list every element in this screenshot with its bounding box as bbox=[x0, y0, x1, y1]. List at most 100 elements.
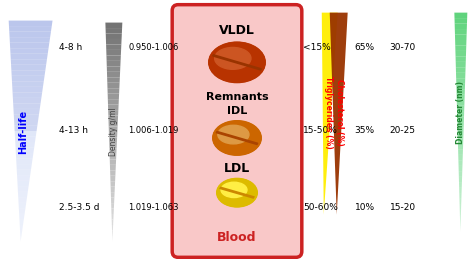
Polygon shape bbox=[460, 204, 461, 210]
Polygon shape bbox=[455, 46, 466, 51]
Polygon shape bbox=[111, 209, 114, 214]
Polygon shape bbox=[9, 32, 51, 37]
Polygon shape bbox=[19, 208, 26, 214]
Polygon shape bbox=[459, 199, 461, 204]
Polygon shape bbox=[17, 164, 32, 170]
Polygon shape bbox=[10, 43, 49, 48]
Polygon shape bbox=[19, 214, 25, 219]
Text: Half-life: Half-life bbox=[18, 110, 27, 154]
Polygon shape bbox=[15, 142, 35, 148]
Polygon shape bbox=[455, 13, 467, 18]
Text: 1.006-1.019: 1.006-1.019 bbox=[128, 126, 179, 134]
Polygon shape bbox=[16, 153, 33, 159]
Polygon shape bbox=[111, 203, 114, 209]
Polygon shape bbox=[111, 192, 115, 198]
Polygon shape bbox=[109, 138, 117, 143]
Polygon shape bbox=[112, 225, 113, 230]
Polygon shape bbox=[456, 56, 466, 62]
Polygon shape bbox=[455, 29, 467, 35]
Polygon shape bbox=[106, 39, 122, 44]
Polygon shape bbox=[17, 170, 31, 175]
Polygon shape bbox=[111, 198, 114, 203]
Polygon shape bbox=[459, 188, 462, 193]
Polygon shape bbox=[11, 59, 47, 65]
Polygon shape bbox=[110, 159, 116, 165]
Text: IDL: IDL bbox=[227, 106, 247, 116]
Polygon shape bbox=[457, 116, 464, 122]
Polygon shape bbox=[112, 230, 113, 236]
Polygon shape bbox=[455, 35, 466, 40]
Polygon shape bbox=[456, 73, 465, 78]
Polygon shape bbox=[13, 109, 40, 114]
Polygon shape bbox=[18, 203, 26, 208]
Text: 65%: 65% bbox=[355, 43, 375, 52]
Polygon shape bbox=[109, 154, 116, 159]
Polygon shape bbox=[456, 95, 465, 100]
Polygon shape bbox=[456, 89, 465, 95]
Ellipse shape bbox=[217, 179, 257, 207]
Polygon shape bbox=[20, 236, 21, 241]
Polygon shape bbox=[110, 170, 116, 176]
Polygon shape bbox=[455, 40, 466, 46]
Polygon shape bbox=[108, 94, 119, 99]
Polygon shape bbox=[9, 37, 50, 43]
Polygon shape bbox=[14, 114, 39, 120]
Polygon shape bbox=[107, 83, 119, 88]
Polygon shape bbox=[107, 61, 120, 66]
Text: Blood: Blood bbox=[217, 231, 257, 244]
Polygon shape bbox=[459, 171, 462, 177]
Polygon shape bbox=[457, 100, 465, 106]
Polygon shape bbox=[14, 120, 38, 126]
Text: 0.950-1.006: 0.950-1.006 bbox=[128, 43, 179, 52]
Text: 15-50%: 15-50% bbox=[303, 126, 337, 134]
Text: 2.5-3.5 d: 2.5-3.5 d bbox=[58, 203, 99, 212]
Polygon shape bbox=[456, 51, 466, 56]
Text: Cholesterol (%): Cholesterol (%) bbox=[335, 79, 344, 146]
Polygon shape bbox=[110, 181, 115, 187]
Text: 20-25: 20-25 bbox=[390, 126, 416, 134]
Text: Remnants: Remnants bbox=[206, 92, 268, 102]
Text: 4-8 h: 4-8 h bbox=[58, 43, 82, 52]
Polygon shape bbox=[110, 176, 115, 181]
Polygon shape bbox=[107, 77, 120, 83]
Polygon shape bbox=[12, 92, 42, 98]
Polygon shape bbox=[458, 144, 463, 150]
Polygon shape bbox=[11, 65, 46, 70]
Text: 4-13 h: 4-13 h bbox=[58, 126, 88, 134]
Text: LDL: LDL bbox=[224, 162, 250, 175]
Polygon shape bbox=[17, 175, 30, 181]
Polygon shape bbox=[10, 54, 48, 59]
Polygon shape bbox=[109, 132, 118, 138]
Polygon shape bbox=[16, 148, 34, 153]
Polygon shape bbox=[14, 126, 37, 131]
Polygon shape bbox=[10, 48, 48, 54]
Ellipse shape bbox=[218, 125, 249, 144]
Polygon shape bbox=[109, 143, 117, 148]
Ellipse shape bbox=[213, 121, 261, 155]
Polygon shape bbox=[106, 28, 122, 34]
Polygon shape bbox=[456, 84, 465, 89]
Polygon shape bbox=[456, 78, 465, 84]
Polygon shape bbox=[455, 24, 467, 29]
Polygon shape bbox=[111, 214, 114, 219]
Polygon shape bbox=[458, 150, 463, 155]
Ellipse shape bbox=[209, 42, 265, 82]
Polygon shape bbox=[457, 106, 465, 111]
Polygon shape bbox=[460, 210, 461, 215]
Text: 30-70: 30-70 bbox=[390, 43, 416, 52]
Text: <15%: <15% bbox=[303, 43, 330, 52]
Polygon shape bbox=[109, 121, 118, 127]
Polygon shape bbox=[457, 111, 464, 116]
Polygon shape bbox=[105, 23, 122, 28]
Polygon shape bbox=[456, 62, 466, 67]
Polygon shape bbox=[107, 66, 120, 72]
Polygon shape bbox=[9, 26, 52, 32]
Polygon shape bbox=[109, 148, 117, 154]
Ellipse shape bbox=[215, 47, 251, 69]
Polygon shape bbox=[20, 230, 22, 236]
Polygon shape bbox=[13, 103, 41, 109]
Polygon shape bbox=[107, 55, 121, 61]
Polygon shape bbox=[13, 98, 41, 103]
Text: 35%: 35% bbox=[355, 126, 375, 134]
Polygon shape bbox=[458, 160, 463, 166]
